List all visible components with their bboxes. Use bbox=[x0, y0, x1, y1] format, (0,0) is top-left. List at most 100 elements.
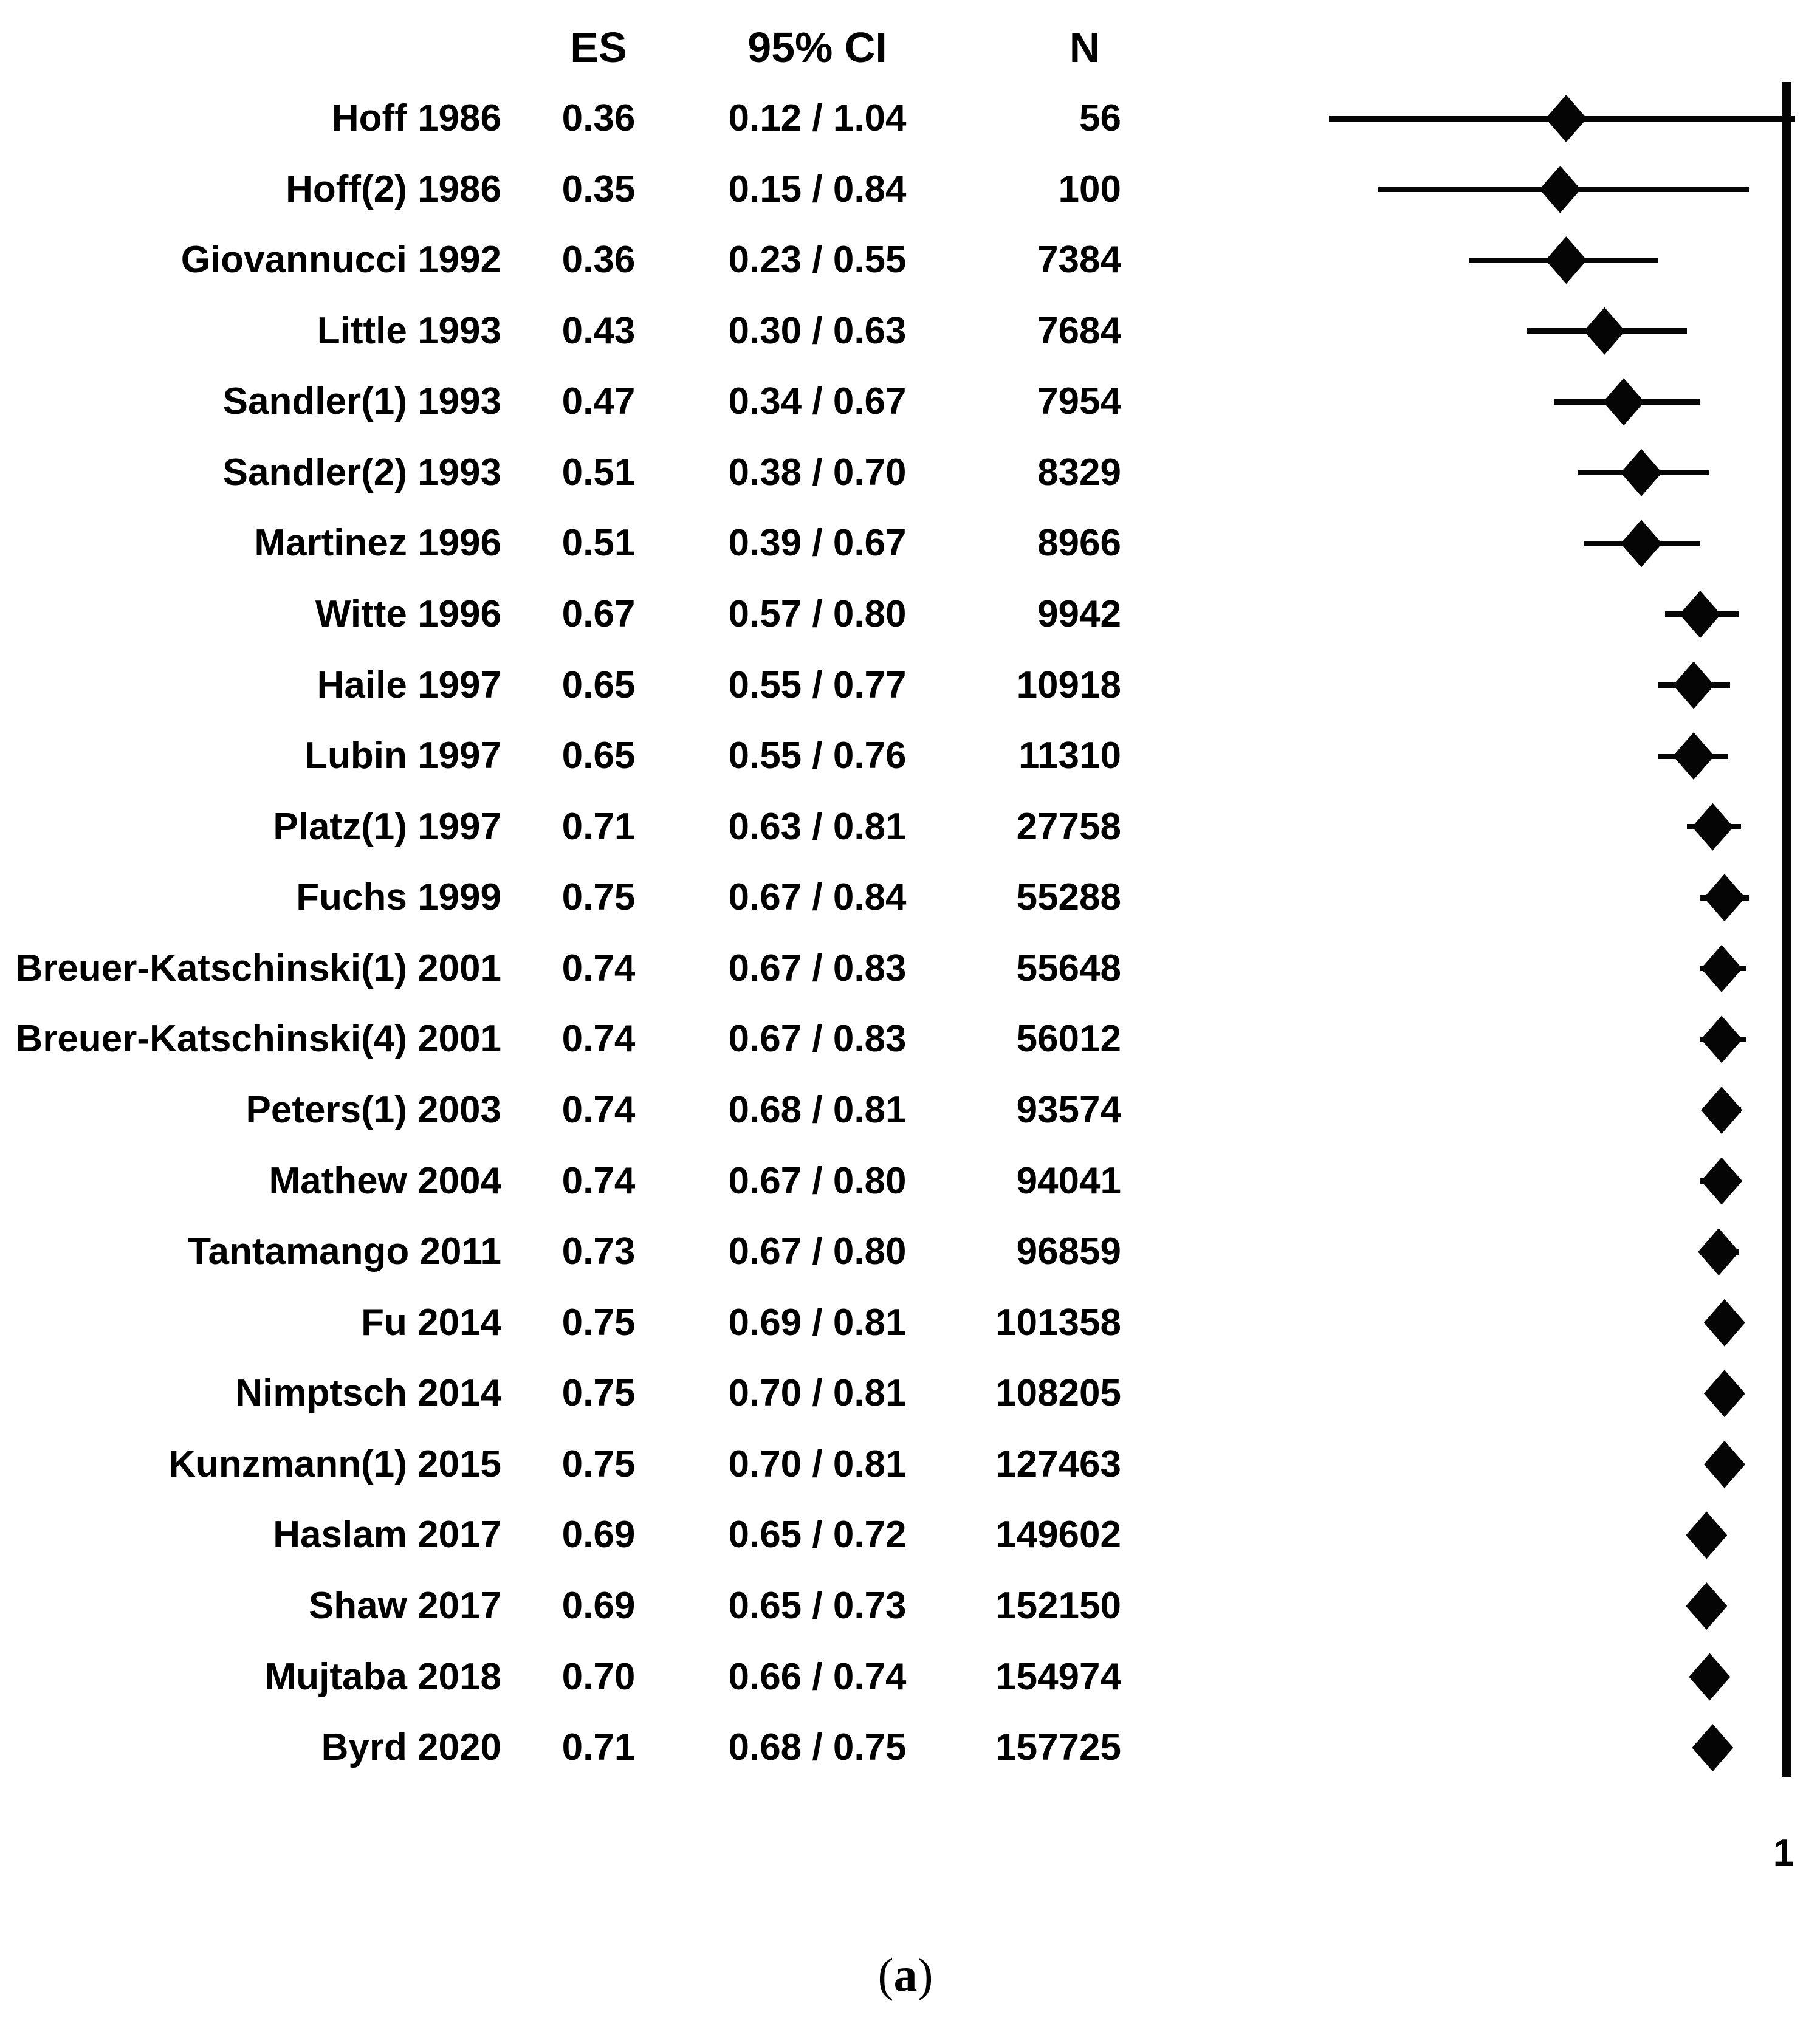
n-value: 152150 bbox=[995, 1584, 1121, 1627]
n-value: 149602 bbox=[995, 1514, 1121, 1556]
n-value: 10918 bbox=[1016, 664, 1121, 706]
caption-close-paren: ) bbox=[917, 1948, 933, 2001]
study-label: Fuchs 1999 bbox=[296, 876, 501, 919]
es-value: 0.47 bbox=[561, 380, 636, 423]
ci-value: 0.15 / 0.84 bbox=[728, 168, 907, 210]
effect-size-diamond bbox=[1673, 732, 1715, 780]
effect-size-diamond bbox=[1698, 1228, 1740, 1276]
study-label: Haile 1997 bbox=[317, 664, 501, 706]
study-label: Little 1993 bbox=[317, 309, 501, 352]
es-value: 0.70 bbox=[561, 1655, 636, 1698]
ci-value: 0.39 / 0.67 bbox=[728, 522, 907, 565]
study-label: Tantamango 2011 bbox=[188, 1231, 501, 1273]
study-label: Fu 2014 bbox=[361, 1301, 501, 1344]
ci-value: 0.66 / 0.74 bbox=[728, 1655, 907, 1698]
ci-value: 0.34 / 0.67 bbox=[728, 380, 907, 423]
n-value: 9942 bbox=[1037, 592, 1121, 635]
ci-value: 0.65 / 0.72 bbox=[728, 1514, 907, 1556]
ci-value: 0.67 / 0.83 bbox=[728, 1018, 907, 1060]
effect-size-diamond bbox=[1686, 1582, 1728, 1630]
es-value: 0.75 bbox=[561, 1372, 636, 1415]
study-label: Lubin 1997 bbox=[304, 735, 501, 777]
ci-value: 0.70 / 0.81 bbox=[728, 1372, 907, 1415]
n-value: 55648 bbox=[1016, 947, 1121, 989]
es-value: 0.36 bbox=[561, 97, 636, 139]
effect-size-diamond bbox=[1602, 378, 1644, 426]
effect-size-diamond bbox=[1689, 1653, 1731, 1701]
es-value: 0.51 bbox=[561, 522, 636, 565]
ci-value: 0.65 / 0.73 bbox=[728, 1584, 907, 1627]
effect-size-diamond bbox=[1539, 165, 1581, 213]
study-label: Giovannucci 1992 bbox=[180, 239, 501, 281]
n-value: 7954 bbox=[1037, 380, 1121, 423]
reference-line bbox=[1782, 82, 1791, 1777]
ci-value: 0.68 / 0.81 bbox=[728, 1088, 907, 1131]
effect-size-diamond bbox=[1686, 1511, 1728, 1559]
study-label: Byrd 2020 bbox=[321, 1726, 501, 1769]
n-value: 55288 bbox=[1016, 876, 1121, 919]
study-label: Martinez 1996 bbox=[254, 522, 501, 565]
effect-size-diamond bbox=[1703, 1440, 1745, 1488]
ci-value: 0.55 / 0.77 bbox=[728, 664, 907, 706]
x-axis-tick-label: 1 bbox=[1773, 1832, 1794, 1874]
study-label: Haslam 2017 bbox=[273, 1514, 501, 1556]
study-label: Kunzmann(1) 2015 bbox=[168, 1443, 501, 1485]
es-value: 0.74 bbox=[561, 1088, 636, 1131]
ci-value: 0.70 / 0.81 bbox=[728, 1443, 907, 1485]
ci-value: 0.67 / 0.84 bbox=[728, 876, 907, 919]
ci-value: 0.12 / 1.04 bbox=[728, 97, 907, 139]
es-value: 0.43 bbox=[561, 309, 636, 352]
es-value: 0.35 bbox=[561, 168, 636, 210]
n-value: 27758 bbox=[1016, 805, 1121, 848]
ci-value: 0.69 / 0.81 bbox=[728, 1301, 907, 1344]
effect-size-diamond bbox=[1703, 1299, 1745, 1347]
n-value: 96859 bbox=[1016, 1231, 1121, 1273]
effect-size-diamond bbox=[1679, 590, 1721, 638]
n-value: 154974 bbox=[995, 1655, 1121, 1698]
effect-size-diamond bbox=[1701, 944, 1743, 992]
effect-size-diamond bbox=[1620, 448, 1662, 496]
ci-value: 0.67 / 0.83 bbox=[728, 947, 907, 989]
study-label: Breuer-Katschinski(1) 2001 bbox=[15, 947, 501, 989]
effect-size-diamond bbox=[1692, 803, 1734, 851]
n-value: 94041 bbox=[1016, 1159, 1121, 1202]
es-value: 0.74 bbox=[561, 1159, 636, 1202]
study-label: Hoff 1986 bbox=[331, 97, 501, 139]
n-value: 8329 bbox=[1037, 451, 1121, 493]
column-header-es: ES bbox=[570, 24, 627, 71]
column-header-ci: 95% CI bbox=[747, 24, 887, 71]
study-label: Peters(1) 2003 bbox=[246, 1088, 502, 1131]
caption-open-paren: ( bbox=[877, 1948, 894, 2001]
effect-size-diamond bbox=[1701, 1015, 1743, 1063]
n-value: 7384 bbox=[1037, 239, 1121, 281]
es-value: 0.71 bbox=[561, 1726, 636, 1769]
effect-size-diamond bbox=[1701, 1157, 1743, 1205]
es-value: 0.73 bbox=[561, 1231, 636, 1273]
study-label: Mathew 2004 bbox=[269, 1159, 501, 1202]
n-value: 93574 bbox=[1016, 1088, 1121, 1131]
study-label: Sandler(2) 1993 bbox=[222, 451, 501, 493]
es-value: 0.36 bbox=[561, 239, 636, 281]
n-value: 100 bbox=[1058, 168, 1121, 210]
es-value: 0.75 bbox=[561, 1301, 636, 1344]
ci-value: 0.23 / 0.55 bbox=[728, 239, 907, 281]
effect-size-diamond bbox=[1703, 1370, 1745, 1418]
effect-size-diamond bbox=[1673, 661, 1715, 709]
es-value: 0.75 bbox=[561, 1443, 636, 1485]
effect-size-diamond bbox=[1545, 236, 1587, 284]
ci-value: 0.38 / 0.70 bbox=[728, 451, 907, 493]
n-value: 56 bbox=[1079, 97, 1121, 139]
study-label: Breuer-Katschinski(4) 2001 bbox=[15, 1018, 501, 1060]
n-value: 11310 bbox=[1018, 735, 1121, 777]
effect-size-diamond bbox=[1692, 1724, 1734, 1772]
es-value: 0.65 bbox=[561, 664, 636, 706]
es-value: 0.74 bbox=[561, 1018, 636, 1060]
ci-value: 0.68 / 0.75 bbox=[728, 1726, 907, 1769]
n-value: 157725 bbox=[995, 1726, 1121, 1769]
ci-value: 0.67 / 0.80 bbox=[728, 1159, 907, 1202]
ci-value: 0.67 / 0.80 bbox=[728, 1231, 907, 1273]
study-label: Nimptsch 2014 bbox=[235, 1372, 501, 1415]
es-value: 0.65 bbox=[561, 735, 636, 777]
effect-size-diamond bbox=[1620, 520, 1662, 568]
